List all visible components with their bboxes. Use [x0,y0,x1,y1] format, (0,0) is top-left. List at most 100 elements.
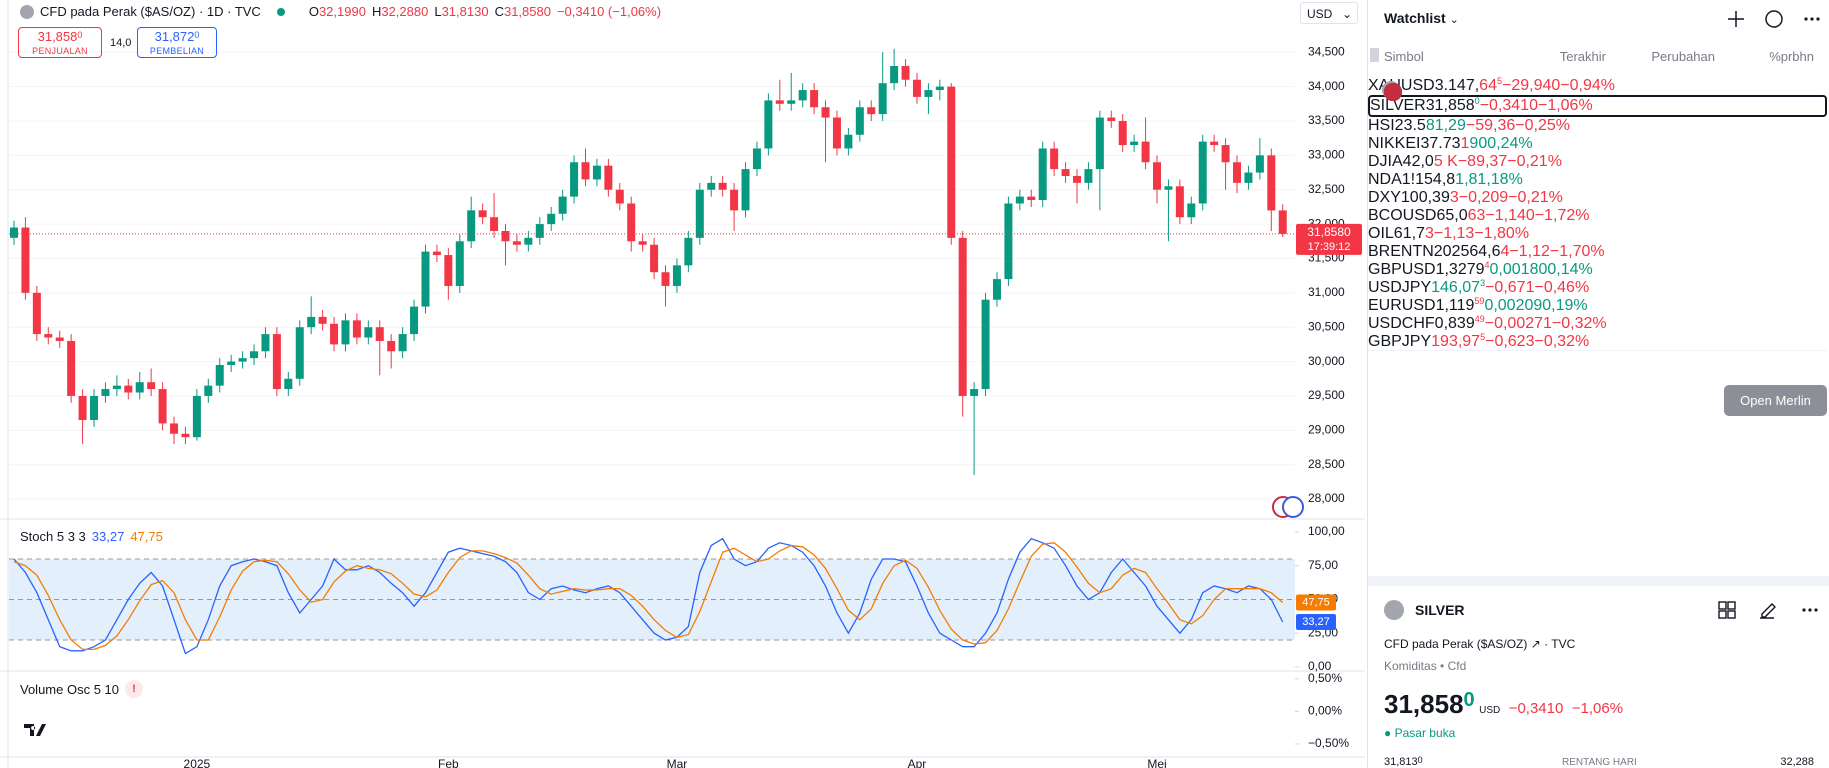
candle-body [1050,148,1059,170]
candle-body [1004,203,1013,280]
buy-button[interactable]: 31,8720 PEMBELIAN [137,27,217,58]
candle-body [67,340,76,396]
candle-body [890,65,899,84]
stoch-tick-label: 0,00 [1308,659,1332,673]
watchlist-row[interactable]: GBPJPY193,975−0,623−0,32% [1368,83,1828,351]
last-price-box [1296,223,1362,255]
candle-body [855,107,864,135]
candle-body [775,100,784,104]
col-pct[interactable]: %prbhn [1769,49,1814,64]
vol-tick-label: 0,50% [1308,671,1342,685]
watchlist-row[interactable]: OIL61,73−1,13−1,80% [1368,83,1828,351]
last-sup: 49 [1474,314,1485,324]
last-highlight: 63 [1467,207,1486,224]
candle-body [1278,210,1287,234]
candle-body [1164,186,1173,190]
more-icon[interactable] [1804,17,1820,21]
symbol: GBPUSD [1368,261,1436,278]
symbol: GBPJPY [1368,333,1432,350]
watchlist-row[interactable]: USDJPY146,073−0,671−0,46% [1368,83,1828,351]
candle-body [387,340,396,352]
stoch-tick-label: 100,00 [1308,524,1345,538]
candle-body [558,196,567,214]
chart-icon[interactable] [1765,10,1783,28]
watchlist-rows: XAUUSD3.147,645−29,940−0,94% SILVER31,858… [1368,76,1828,351]
pct: 1,18% [1477,171,1523,188]
last-plain: 65,0 [1436,207,1468,224]
last-price: 3.147,645 [1435,76,1502,94]
last-plain: 31,858 [1425,97,1475,114]
detail-symbol: SILVER [1415,602,1465,618]
watchlist-row[interactable]: USDCHF0,83949−0,00271−0,32% [1368,83,1828,351]
detail-kind: Cfd [1447,659,1467,673]
candle-body [112,385,121,390]
last-plain: 154,8 [1415,171,1456,188]
candle-body [501,230,510,242]
col-last[interactable]: Terakhir [1559,49,1606,64]
symbol: NIKKEI [1368,135,1421,152]
tooltip[interactable]: Open Merlin [1724,385,1827,416]
edit-icon[interactable] [1760,603,1776,619]
add-icon[interactable] [1728,11,1744,27]
candle-body [135,382,144,393]
candle-body [878,83,887,115]
candle-body [718,182,727,190]
col-symbol[interactable]: Simbol [1384,49,1424,64]
watchlist-row[interactable]: DJIA42,05 K−89,37−0,21% [1368,83,1828,351]
ohlc: O32,1990 H32,2880 L31,8130 C31,8580 [309,4,551,19]
watchlist-row[interactable]: GBPUSD1,327940,001800,14% [1368,83,1828,351]
grip [1370,48,1379,62]
watchlist-row[interactable]: SILVER31,8580−0,3410−1,06% [1368,81,1827,117]
detail-meta: Komiditas • Cfd [1384,659,1467,673]
change: −0,3410 [1479,97,1538,114]
status-text: Pasar buka [1394,726,1456,740]
ohlc-item: O32,1990 [309,4,366,19]
range-low: 31,8130 [1384,755,1423,768]
alert-icon[interactable]: ! [125,680,143,698]
more-icon[interactable] [1802,608,1818,612]
candle-body [592,165,601,180]
candle-body [752,148,761,170]
sell-button[interactable]: 31,8580 PENJUALAN [18,27,102,58]
candle-body [764,100,773,149]
detail-description: CFD pada Perak ($AS/OZ) [1384,637,1528,651]
watchlist-row[interactable]: EURUSD1,119590,002090,19% [1368,83,1828,351]
right-panel: Watchlist ⌄ Simbol Terakhir Perubahan %p… [1367,0,1829,768]
row-divider [1368,350,1828,351]
x-tick-label: 2025 [184,757,211,768]
last-price: 61,73 [1394,225,1434,242]
sell-label: PENJUALAN [32,46,88,56]
candle-body [101,389,110,396]
pct: −1,72% [1534,207,1590,224]
watchlist-row[interactable]: $DXY100,393−0,209−0,21% [1368,83,1828,351]
symbol-icon [20,4,34,19]
candle-body [1107,117,1116,121]
watchlist-row[interactable]: HSI23.581,29−59,36−0,25% [1368,83,1828,351]
currency-select[interactable]: USD ⌄ [1300,2,1358,24]
watchlist-row[interactable]: XAUUSD3.147,645−29,940−0,94% [1368,76,1828,351]
pct: −0,21% [1507,153,1562,170]
layout-icon[interactable] [1718,601,1736,619]
candle-body [250,351,259,359]
candle-body [330,323,339,345]
watchlist-row[interactable]: 225NIKKEI37.731900,24% [1368,83,1828,351]
buy-price-sup: 0 [194,30,200,40]
candle-body [10,227,18,238]
stoch-legend: Stoch 5 3 3 33,27 47,75 [20,529,163,544]
change: −29,940 [1501,77,1561,94]
ohlc-item: L31,8130 [434,4,488,19]
col-change[interactable]: Perubahan [1651,49,1715,64]
last-price: 31,8580 [1425,96,1480,114]
candle-body [627,203,636,242]
y-tick-label: 30,500 [1308,319,1345,333]
watchlist-row[interactable]: BRENTN202564,64−1,12−1,70% [1368,83,1828,351]
last-plain: 64,6 [1469,243,1501,260]
detail-price: 31,858 [1384,689,1464,719]
ohlc-value: 32,1990 [318,4,366,19]
watchlist-header[interactable]: Watchlist ⌄ [1384,10,1459,26]
last-highlight: 3 [1449,189,1459,206]
last-price: 1,32794 [1436,260,1490,278]
watchlist-row[interactable]: BCOUSD65,063−1,140−1,72% [1368,83,1828,351]
watchlist-row[interactable]: 100NDA1!154,81,81,18% [1368,83,1828,351]
